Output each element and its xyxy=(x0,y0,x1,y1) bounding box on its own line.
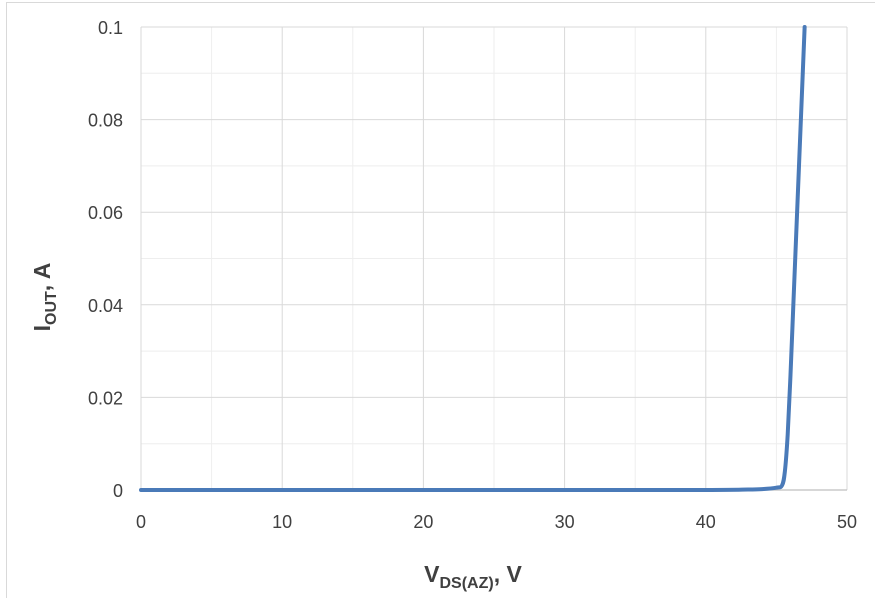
minor-grid xyxy=(141,27,847,490)
x-axis-title-tail: , V xyxy=(494,561,523,587)
series-layer xyxy=(139,25,807,493)
y-tick-label-4: 0.08 xyxy=(88,111,123,131)
y-tick-label-3: 0.06 xyxy=(88,203,123,223)
x-tick-label-5: 50 xyxy=(837,512,857,532)
y-axis-title-tail: , A xyxy=(29,263,55,292)
x-axis-title-subscript: DS(AZ) xyxy=(440,575,494,592)
x-tick-label-0: 0 xyxy=(136,512,146,532)
y-axis-ticks: 0 0.02 0.04 0.06 0.08 0.1 xyxy=(88,18,123,501)
y-tick-label-1: 0.02 xyxy=(88,388,123,408)
x-axis-ticks: 0 10 20 30 40 50 xyxy=(136,512,857,532)
y-axis-title: IOUT, A xyxy=(29,263,60,332)
major-grid xyxy=(140,26,848,490)
series-line-0 xyxy=(139,25,807,493)
y-axis-title-main: I xyxy=(29,325,55,331)
x-axis-title: VDS(AZ), V xyxy=(424,561,522,592)
x-tick-label-2: 20 xyxy=(413,512,433,532)
y-tick-label-2: 0.04 xyxy=(88,296,123,316)
x-tick-label-3: 30 xyxy=(555,512,575,532)
x-tick-label-4: 40 xyxy=(696,512,716,532)
y-tick-label-5: 0.1 xyxy=(98,18,123,38)
x-axis-title-main: V xyxy=(424,561,440,587)
x-tick-label-1: 10 xyxy=(272,512,292,532)
y-tick-label-0: 0 xyxy=(113,481,123,501)
y-axis-title-subscript: OUT xyxy=(43,291,60,325)
